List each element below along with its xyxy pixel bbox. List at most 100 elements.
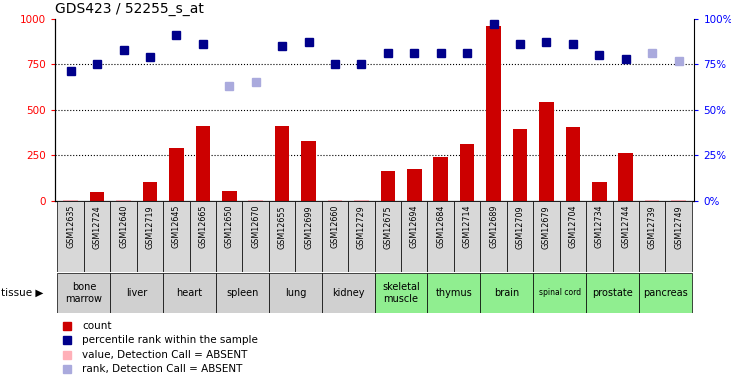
Bar bbox=[110, 273, 163, 313]
Bar bbox=[189, 201, 216, 272]
Bar bbox=[90, 192, 105, 201]
Text: GSM12650: GSM12650 bbox=[224, 205, 234, 248]
Bar bbox=[163, 201, 189, 272]
Text: spinal cord: spinal cord bbox=[539, 288, 580, 297]
Bar bbox=[222, 190, 237, 201]
Bar bbox=[671, 200, 686, 201]
Bar bbox=[143, 183, 157, 201]
Bar bbox=[374, 273, 428, 313]
Text: GSM12744: GSM12744 bbox=[621, 205, 630, 248]
Text: thymus: thymus bbox=[436, 288, 472, 298]
Bar bbox=[354, 200, 368, 201]
Bar bbox=[407, 169, 422, 201]
Bar bbox=[401, 201, 428, 272]
Text: value, Detection Call = ABSENT: value, Detection Call = ABSENT bbox=[83, 350, 248, 360]
Bar bbox=[613, 201, 639, 272]
Text: GSM12714: GSM12714 bbox=[463, 205, 471, 248]
Text: pancreas: pancreas bbox=[643, 288, 688, 298]
Bar bbox=[110, 201, 137, 272]
Bar bbox=[169, 148, 183, 201]
Bar bbox=[428, 201, 454, 272]
Bar bbox=[116, 200, 131, 201]
Bar bbox=[460, 144, 474, 201]
Bar bbox=[249, 200, 263, 201]
Bar bbox=[639, 273, 692, 313]
Bar bbox=[196, 126, 210, 201]
Text: GSM12675: GSM12675 bbox=[383, 205, 393, 249]
Bar bbox=[533, 273, 586, 313]
Bar bbox=[507, 201, 533, 272]
Text: GSM12655: GSM12655 bbox=[278, 205, 287, 249]
Bar bbox=[374, 201, 401, 272]
Bar bbox=[216, 273, 269, 313]
Bar bbox=[512, 129, 527, 201]
Text: GSM12724: GSM12724 bbox=[93, 205, 102, 249]
Bar bbox=[639, 201, 665, 272]
Bar bbox=[486, 26, 501, 201]
Bar bbox=[216, 201, 243, 272]
Bar bbox=[269, 201, 295, 272]
Bar bbox=[645, 200, 659, 201]
Text: GSM12645: GSM12645 bbox=[172, 205, 181, 248]
Bar bbox=[322, 273, 374, 313]
Bar bbox=[480, 201, 507, 272]
Text: GSM12640: GSM12640 bbox=[119, 205, 128, 248]
Text: lung: lung bbox=[284, 288, 306, 298]
Bar bbox=[539, 102, 553, 201]
Text: kidney: kidney bbox=[332, 288, 365, 298]
Bar bbox=[295, 201, 322, 272]
Text: GSM12689: GSM12689 bbox=[489, 205, 498, 248]
Text: GSM12665: GSM12665 bbox=[198, 205, 208, 248]
Text: GSM12704: GSM12704 bbox=[569, 205, 577, 248]
Bar bbox=[533, 201, 560, 272]
Text: GDS423 / 52255_s_at: GDS423 / 52255_s_at bbox=[55, 2, 204, 16]
Text: percentile rank within the sample: percentile rank within the sample bbox=[83, 335, 258, 345]
Bar bbox=[428, 273, 480, 313]
Text: GSM12729: GSM12729 bbox=[357, 205, 366, 249]
Bar bbox=[275, 126, 289, 201]
Text: GSM12709: GSM12709 bbox=[515, 205, 525, 249]
Bar bbox=[618, 153, 633, 201]
Text: spleen: spleen bbox=[227, 288, 259, 298]
Text: GSM12719: GSM12719 bbox=[145, 205, 154, 249]
Text: skeletal
muscle: skeletal muscle bbox=[382, 282, 420, 304]
Text: liver: liver bbox=[126, 288, 148, 298]
Text: prostate: prostate bbox=[592, 288, 633, 298]
Bar bbox=[58, 273, 110, 313]
Text: GSM12694: GSM12694 bbox=[410, 205, 419, 248]
Text: GSM12684: GSM12684 bbox=[436, 205, 445, 248]
Text: rank, Detection Call = ABSENT: rank, Detection Call = ABSENT bbox=[83, 364, 243, 374]
Text: GSM12739: GSM12739 bbox=[648, 205, 656, 249]
Bar bbox=[322, 201, 348, 272]
Bar bbox=[665, 201, 692, 272]
Text: GSM12749: GSM12749 bbox=[674, 205, 683, 249]
Bar bbox=[243, 201, 269, 272]
Bar bbox=[163, 273, 216, 313]
Bar bbox=[454, 201, 480, 272]
Bar bbox=[560, 201, 586, 272]
Bar bbox=[58, 201, 84, 272]
Bar bbox=[566, 127, 580, 201]
Text: GSM12734: GSM12734 bbox=[595, 205, 604, 248]
Bar bbox=[381, 171, 395, 201]
Text: count: count bbox=[83, 321, 112, 331]
Text: GSM12699: GSM12699 bbox=[304, 205, 313, 249]
Text: brain: brain bbox=[494, 288, 520, 298]
Bar bbox=[592, 183, 607, 201]
Text: GSM12670: GSM12670 bbox=[251, 205, 260, 248]
Bar bbox=[348, 201, 374, 272]
Bar bbox=[137, 201, 163, 272]
Text: GSM12635: GSM12635 bbox=[67, 205, 75, 248]
Bar bbox=[327, 200, 342, 201]
Bar bbox=[586, 273, 639, 313]
Bar bbox=[269, 273, 322, 313]
Bar bbox=[433, 157, 448, 201]
Bar bbox=[64, 200, 78, 201]
Text: GSM12679: GSM12679 bbox=[542, 205, 551, 249]
Bar bbox=[84, 201, 110, 272]
Text: heart: heart bbox=[177, 288, 202, 298]
Bar bbox=[301, 141, 316, 201]
Bar bbox=[480, 273, 533, 313]
Text: bone
marrow: bone marrow bbox=[65, 282, 102, 304]
Bar bbox=[586, 201, 613, 272]
